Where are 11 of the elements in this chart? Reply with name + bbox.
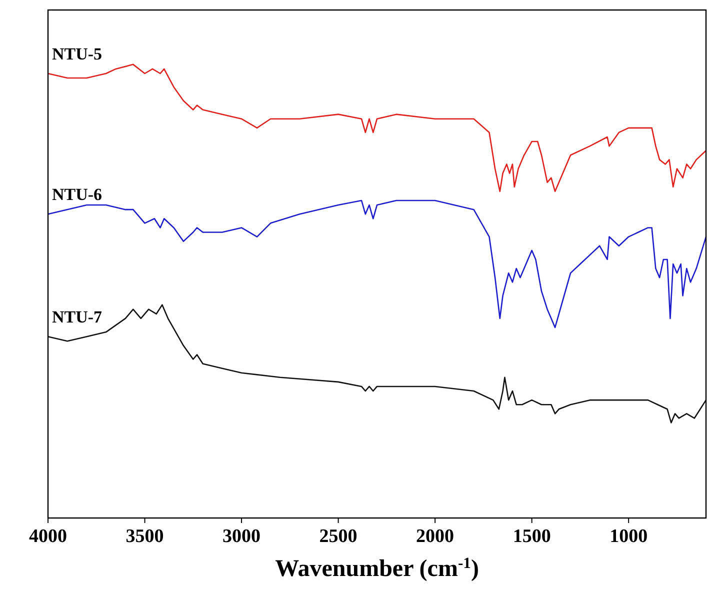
series-label: NTU-6 [52,185,102,204]
x-tick-label: 4000 [29,526,67,547]
series-label: NTU-5 [52,44,102,64]
x-tick-label: 2500 [319,526,358,547]
x-tick-label: 3500 [126,526,164,547]
x-tick-label: 1000 [610,526,648,547]
x-tick-label: 2000 [416,526,454,547]
x-tick-label: 3000 [222,526,261,547]
x-tick-label: 1500 [512,526,551,547]
x-axis-title: Wavenumber (cm$^{-1}$) [275,554,479,582]
series-label: NTU-7 [52,308,103,327]
